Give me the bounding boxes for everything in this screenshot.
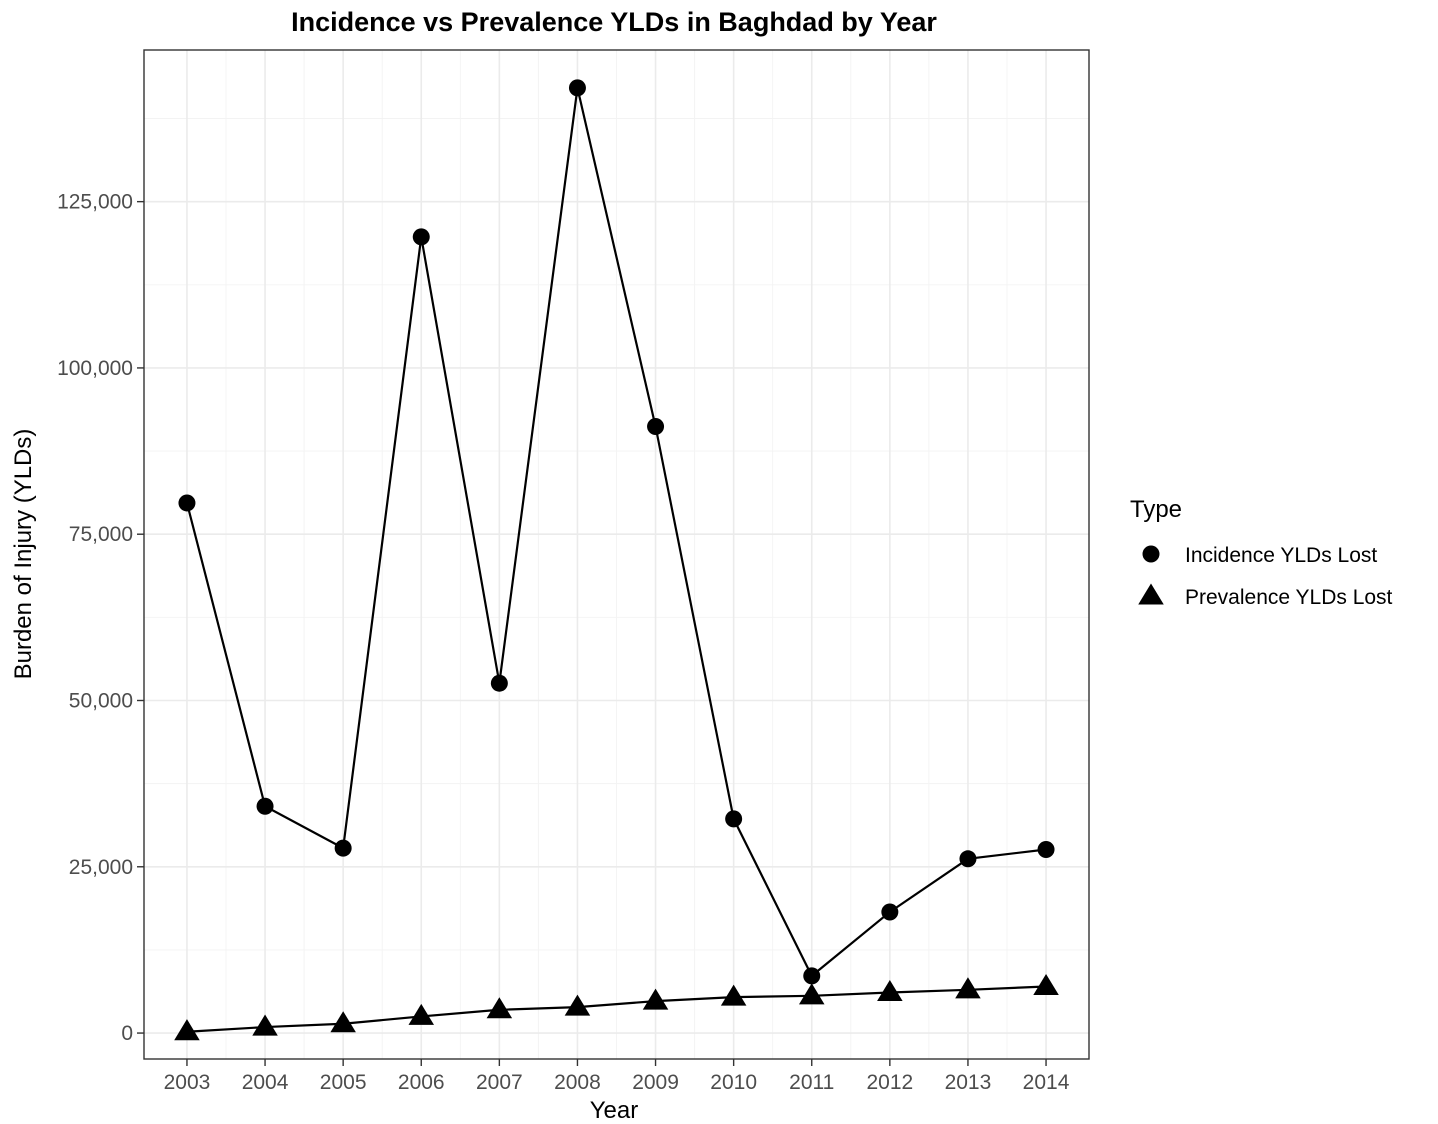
x-tick-label: 2005: [320, 1071, 367, 1094]
y-tick-label: 75,000: [69, 523, 133, 546]
plot-panel: [143, 49, 1090, 1060]
incidence-point: [959, 850, 977, 868]
y-tick-label: 100,000: [57, 357, 133, 380]
x-axis: 2003 2004 2005 2006 2007 2008 2009 2010 2011 2012…: [164, 1059, 1070, 1094]
legend-label: Prevalence YLDs Lost: [1185, 586, 1393, 609]
incidence-point: [881, 903, 899, 921]
grid-major-lines: [144, 50, 1089, 1059]
prevalence-point: [877, 979, 903, 1001]
incidence-point: [803, 967, 821, 985]
incidence-point: [568, 79, 586, 97]
prevalence-point: [330, 1011, 356, 1033]
incidence-point: [490, 674, 508, 692]
chart-title: Incidence vs Prevalence YLDs in Baghdad …: [291, 7, 937, 37]
x-tick-label: 2007: [476, 1071, 523, 1094]
panel-border: [143, 49, 1090, 1060]
prevalence-point: [486, 997, 513, 1019]
prevalence-point: [720, 984, 747, 1006]
incidence-point: [1037, 840, 1055, 858]
y-tick-label: 50,000: [69, 689, 133, 712]
prevalence-point: [798, 983, 825, 1005]
x-tick-label: 2006: [398, 1071, 445, 1094]
x-tick-label: 2008: [554, 1071, 601, 1094]
series-line-incidence: [185, 87, 1047, 978]
y-tick-label: 0: [121, 1022, 133, 1045]
prevalence-point: [408, 1003, 435, 1025]
x-tick-label: 2003: [164, 1071, 211, 1094]
y-tick-label: 125,000: [57, 191, 133, 214]
x-tick-label: 2009: [632, 1071, 679, 1094]
prevalence-point: [1033, 973, 1059, 996]
x-tick-label: 2004: [242, 1071, 289, 1094]
series-markers: [174, 79, 1059, 1041]
series-line-prevalence: [186, 985, 1047, 1033]
legend: Type Incidence YLDs Lost Prevalence YLDs …: [1130, 496, 1393, 609]
legend-prevalence-icon: [1138, 583, 1164, 605]
legend-title: Type: [1130, 496, 1182, 523]
prevalence-point: [955, 977, 981, 999]
incidence-point: [412, 228, 430, 246]
legend-label: Incidence YLDs Lost: [1185, 544, 1377, 567]
incidence-point: [256, 797, 274, 815]
prevalence-point: [252, 1014, 278, 1036]
x-tick-label: 2011: [789, 1071, 834, 1094]
prevalence-point: [642, 988, 669, 1010]
prevalence-point: [564, 994, 591, 1016]
x-axis-title: Year: [590, 1097, 639, 1124]
y-axis: 0 25,000 50,000 75,000 100,000 125,000: [57, 191, 144, 1045]
incidence-point: [725, 810, 743, 828]
x-tick-label: 2013: [945, 1071, 992, 1094]
x-tick-label: 2010: [710, 1071, 757, 1094]
legend-incidence-icon: [1142, 545, 1160, 563]
incidence-point: [334, 839, 352, 857]
y-axis-title: Burden of Injury (YLDs): [10, 429, 37, 680]
prevalence-point: [174, 1019, 200, 1041]
grid-minor-lines: [144, 50, 1089, 1059]
series-lines: [185, 87, 1047, 1033]
x-tick-label: 2012: [866, 1071, 913, 1094]
incidence-point: [647, 417, 665, 435]
x-tick-label: 2014: [1023, 1071, 1070, 1094]
incidence-point: [178, 494, 196, 512]
y-tick-label: 25,000: [69, 856, 133, 879]
